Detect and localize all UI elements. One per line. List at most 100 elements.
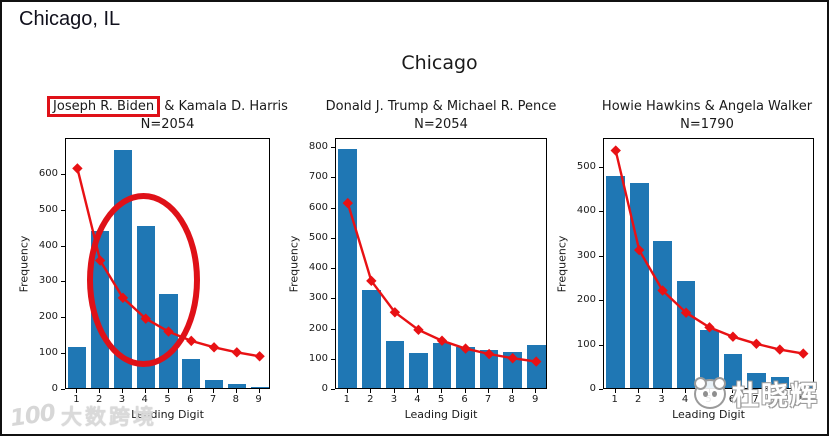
x-tickmark (370, 389, 372, 393)
subplot1-xaxis-label: Leading Digit (131, 408, 204, 421)
subplot2-ytick-500: 500 (308, 231, 328, 243)
subplot1-xtick-9: 9 (255, 394, 262, 405)
y-tickmark (61, 389, 65, 390)
subplot2-marker-digit-9 (531, 356, 542, 367)
subplot1-sample-size: N=2054 (140, 117, 195, 132)
y-tickmark (599, 166, 603, 168)
subplot1-xtick-4: 4 (141, 394, 148, 405)
subplot3-xtick-3: 3 (658, 394, 665, 405)
subplot2-ytick-600: 600 (308, 201, 328, 213)
subplot3-bar-digit-5 (700, 330, 719, 388)
subplot2-bar-digit-2 (361, 289, 381, 388)
subplot2-marker-digit-3 (389, 307, 401, 318)
subplot1-ytick-0: 0 (51, 383, 58, 394)
y-tickmark (61, 317, 65, 319)
subplot2-sample-size: N=2054 (414, 117, 468, 132)
figure-title: Chicago (401, 52, 478, 74)
subplot3-sample-size: N=1790 (680, 117, 734, 132)
subplot1-xtick-3: 3 (118, 394, 126, 405)
red-ellipse-annotation (87, 193, 200, 367)
subplot1-marker-digit-1 (72, 163, 83, 174)
x-tickmark (213, 389, 215, 393)
subplot3-xtick-4: 4 (681, 394, 689, 405)
subplot3-marker-digit-9 (798, 348, 809, 359)
watermark-bottom-right: 杜晓辉 (694, 374, 819, 413)
subplot1-bar-digit-1 (68, 347, 87, 388)
subplot2-bar-digit-5 (432, 343, 452, 388)
y-tickmark (61, 209, 65, 211)
subplot3-xtick-8: 8 (775, 394, 782, 405)
x-tickmark (167, 389, 169, 393)
subplot1-title-rest: & Kamala D. Harris (160, 99, 288, 114)
subplot2-xtick-2: 2 (367, 394, 374, 405)
subplot3-ytick-200: 200 (576, 294, 596, 306)
subplot2-xaxis-label: Leading Digit (404, 408, 478, 421)
subplot1-bar-digit-9 (250, 386, 269, 388)
subplot2-benford-line (342, 197, 542, 367)
subplot2-xtick-1: 1 (343, 394, 350, 405)
swirl-100-logo-icon: 100 (8, 399, 57, 433)
x-tickmark (488, 389, 490, 393)
subplot2-ytick-0: 0 (321, 383, 328, 394)
subplot2-xtick-3: 3 (390, 394, 398, 405)
subplot3-marker-digit-2 (633, 244, 645, 256)
subplot1-ytick-200: 200 (38, 311, 58, 323)
subplot3-bar-digit-6 (723, 354, 743, 388)
subplot1-ytick-100: 100 (38, 347, 58, 359)
x-tickmark (393, 389, 395, 393)
y-tickmark (331, 207, 335, 209)
subplot3-xtick-9: 9 (799, 394, 806, 405)
subplot2-ytick-300: 300 (308, 292, 328, 304)
subplot3-ytick-500: 500 (576, 160, 596, 172)
y-tickmark (599, 255, 603, 257)
subplot1-title: Joseph R. Biden & Kamala D. Harris (27, 96, 308, 119)
subplot1-marker-digit-6 (186, 335, 197, 347)
y-tickmark (599, 344, 603, 346)
subplot1-bar-digit-8 (227, 384, 246, 388)
page-title: Chicago, IL (19, 8, 121, 30)
subplot3-bar-digit-7 (747, 373, 766, 388)
subplot1-bar-digit-7 (204, 379, 224, 388)
subplot3-xaxis-label: Leading Digit (672, 408, 745, 421)
subplot1-ytick-500: 500 (38, 203, 58, 215)
subplot1-marker-digit-7 (208, 342, 220, 353)
x-tickmark (685, 389, 687, 393)
y-tickmark (599, 211, 603, 213)
y-tickmark (331, 177, 335, 179)
subplot3-xtick-2: 2 (635, 394, 642, 405)
subplot2-bar-digit-8 (503, 351, 522, 388)
x-tickmark (464, 389, 466, 393)
subplot3-bar-digit-9 (793, 384, 813, 388)
x-tickmark (638, 389, 640, 393)
subplot1-marker-digit-9 (254, 351, 265, 362)
subplot3-plot-area (603, 138, 814, 389)
subplot3-ytick-300: 300 (576, 249, 596, 261)
subplot3-benford-line (610, 145, 809, 359)
y-tickmark (331, 237, 335, 239)
subplot2-marker-digit-7 (483, 348, 495, 360)
subplot2-marker-digit-4 (413, 324, 424, 336)
x-tickmark (731, 389, 733, 393)
subplot2-xtick-6: 6 (461, 394, 468, 405)
subplot1-xtick-1: 1 (73, 394, 80, 405)
subplot1-yaxis-label: Frequency (17, 235, 31, 292)
subplot2-bar-digit-1 (338, 148, 358, 388)
y-tickmark (599, 300, 603, 302)
subplot2-ytick-700: 700 (308, 171, 328, 183)
red-box-annotation: Joseph R. Biden (47, 96, 161, 117)
subplot2-bar-digit-4 (409, 352, 428, 388)
subplot2-ytick-200: 200 (308, 322, 328, 334)
subplot2-xtick-7: 7 (484, 394, 492, 405)
x-tickmark (76, 389, 78, 393)
y-tickmark (61, 173, 65, 175)
subplot1-ytick-600: 600 (38, 167, 58, 179)
subplot2-marker-digit-6 (460, 343, 471, 354)
subplot2-marker-digit-8 (507, 353, 518, 364)
x-tickmark (144, 389, 146, 393)
subplot3-ytick-400: 400 (576, 205, 596, 217)
subplot2-ytick-100: 100 (308, 352, 328, 364)
subplot3-xtick-6: 6 (728, 394, 736, 405)
x-tickmark (190, 389, 192, 393)
subplot1-marker-digit-8 (231, 347, 243, 358)
